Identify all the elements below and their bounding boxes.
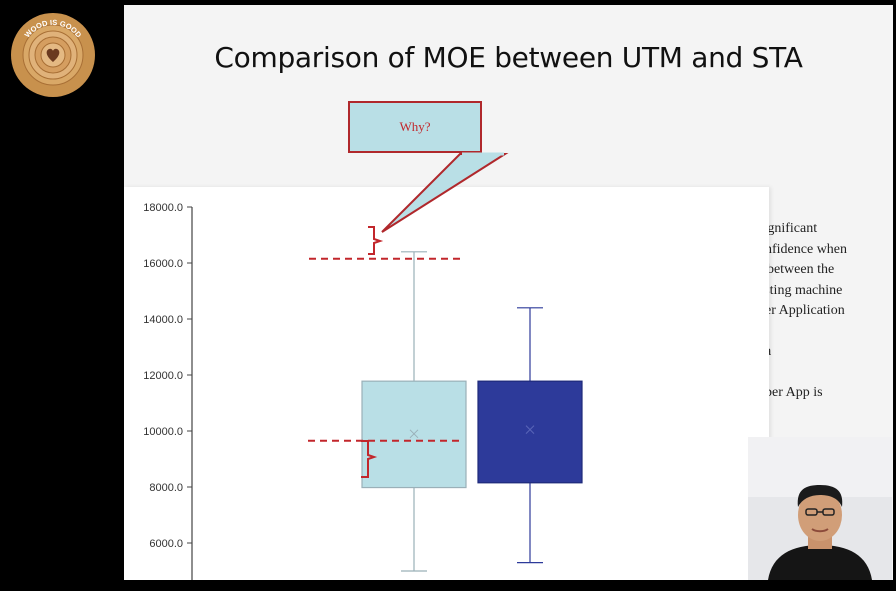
side-text-line (758, 322, 893, 343)
y-tick-label: 6000.0 (149, 538, 183, 550)
moe-boxplot-chart: 18000.0 16000.0 14000.0 12000.0 10000.0 8000.… (143, 202, 583, 580)
annotation-bracket (361, 440, 378, 478)
y-tick-label: 12000.0 (143, 370, 183, 382)
why-callout: Why? (348, 101, 482, 153)
callout-text: Why? (399, 119, 431, 134)
slide-title: Comparison of MOE between UTM and STA (214, 41, 803, 74)
side-text-line: onfidence when (758, 241, 848, 257)
side-text-line: nper App is (758, 385, 823, 400)
world-wood-day-logo: WOOD IS GOOD (10, 12, 96, 98)
mean-marker (525, 425, 535, 434)
y-tick-label: 16000.0 (143, 258, 183, 270)
side-text-line: per Application (758, 303, 845, 318)
side-text-block: significant onfidence when s between the… (758, 219, 893, 404)
mean-marker (409, 429, 419, 439)
side-text-line: esting machine (758, 282, 843, 298)
speaker-video-thumbnail (748, 437, 892, 580)
side-text-line: s between the (758, 262, 835, 277)
y-tick-label: 14000.0 (143, 314, 183, 326)
side-text-line: pa (758, 342, 893, 363)
y-tick-label: 8000.0 (149, 482, 183, 494)
y-tick-label: 18000.0 (143, 202, 183, 214)
side-text-line (758, 363, 893, 384)
side-text-line: significant (758, 221, 818, 236)
y-tick-label: 10000.0 (143, 426, 183, 438)
box (477, 380, 583, 484)
annotation-bracket (368, 226, 384, 255)
